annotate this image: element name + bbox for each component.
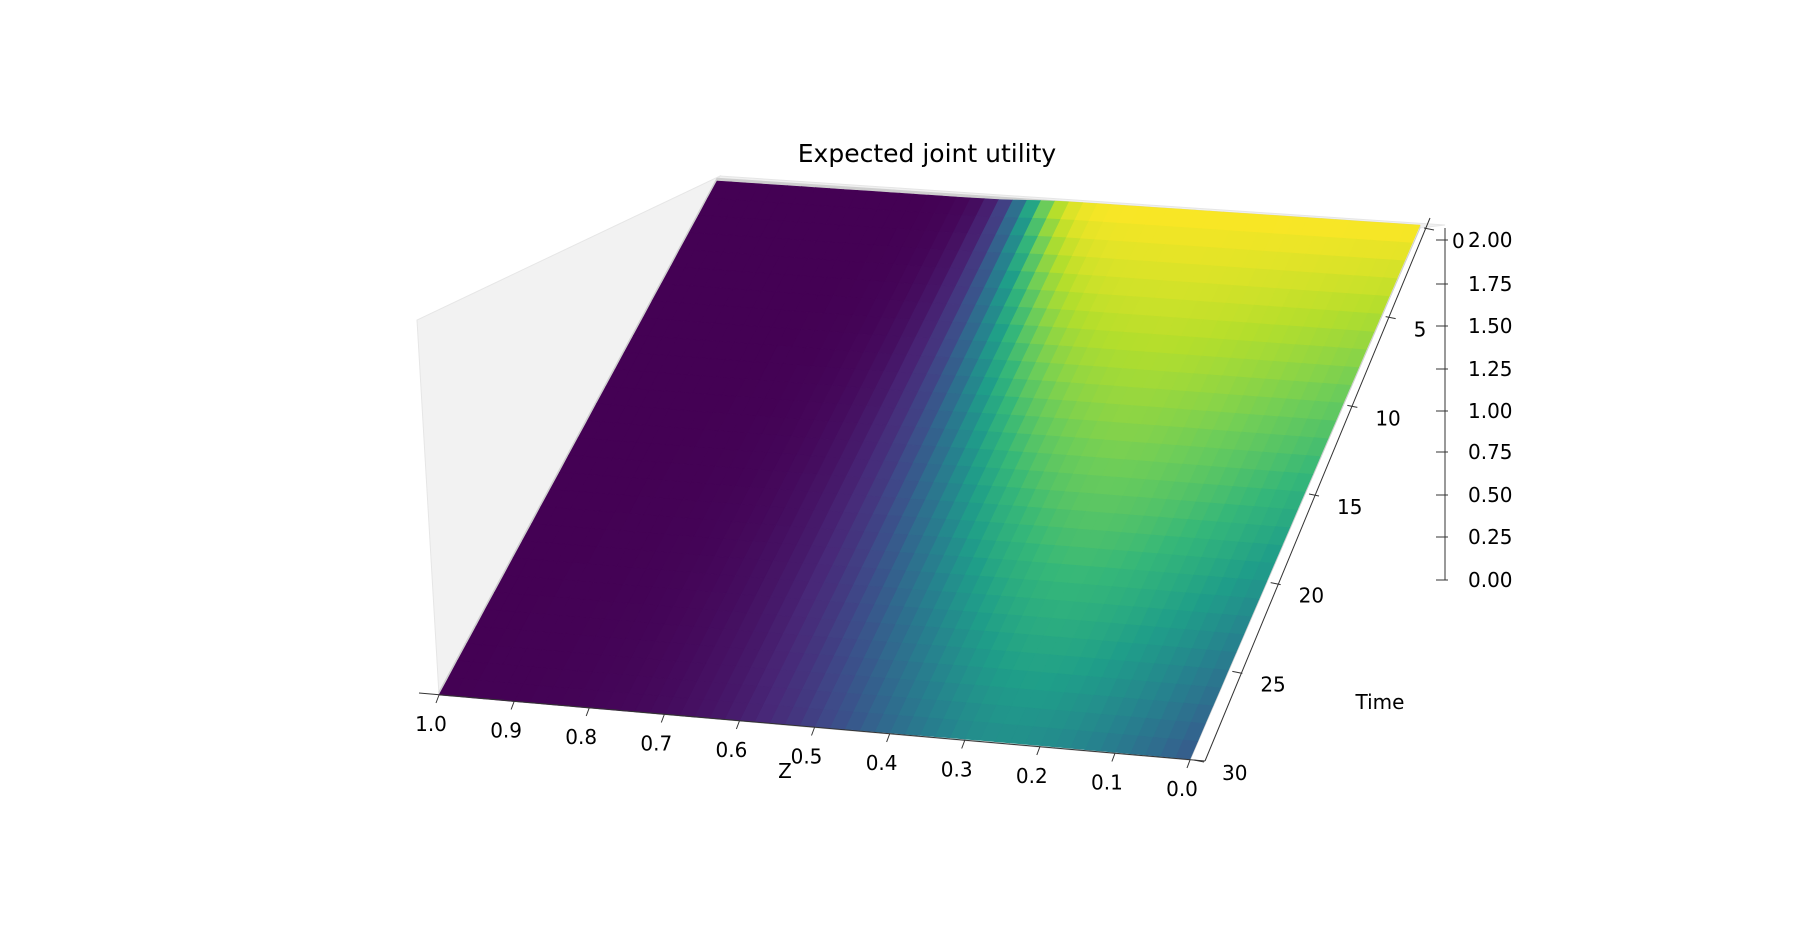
x-tick-mark xyxy=(961,740,966,749)
z-tick-label: 0.50 xyxy=(1468,483,1513,507)
y-tick-label: 25 xyxy=(1260,672,1285,696)
x-tick-mark xyxy=(735,720,740,730)
x-tick-label: 0.3 xyxy=(941,758,973,782)
x-tick-mark xyxy=(811,727,815,736)
z-axis-line xyxy=(418,692,1206,762)
z-tick-label: 0.25 xyxy=(1468,525,1513,549)
y-tick-mark xyxy=(1193,759,1205,763)
y-tick-mark xyxy=(1347,404,1358,408)
z-tick-label: 0.00 xyxy=(1468,568,1513,592)
x-tick-mark xyxy=(585,707,590,717)
x-tick-label: 0.5 xyxy=(791,745,823,769)
x-axis-label: Z xyxy=(778,759,792,783)
time-axis-line xyxy=(1204,217,1431,762)
x-tick-label: 0.2 xyxy=(1016,764,1048,788)
x-tick-label: 0.9 xyxy=(490,719,522,743)
x-tick-mark xyxy=(1186,759,1191,769)
y-tick-mark xyxy=(1423,227,1435,231)
y-axis-label: Time xyxy=(1355,690,1405,714)
x-tick-label: 0.7 xyxy=(640,732,672,756)
z-tick-label: 0.75 xyxy=(1468,440,1513,464)
x-tick-mark xyxy=(510,701,515,710)
y-tick-label: 15 xyxy=(1337,495,1362,519)
x-tick-label: 0.1 xyxy=(1091,771,1123,795)
x-tick-label: 0.0 xyxy=(1166,777,1198,801)
y-tick-mark xyxy=(1385,316,1396,320)
x-tick-mark xyxy=(1036,746,1041,756)
x-tick-label: 1.0 xyxy=(415,712,447,736)
y-tick-label: 0 xyxy=(1452,229,1465,253)
z-tick-label: 1.25 xyxy=(1468,357,1513,381)
y-tick-label: 30 xyxy=(1222,761,1247,785)
grid-line-utility-left xyxy=(438,177,718,693)
y-tick-mark xyxy=(1270,582,1281,586)
y-tick-mark xyxy=(1308,493,1320,497)
y-tick-mark xyxy=(1232,670,1243,674)
x-tick-mark xyxy=(660,714,665,723)
z-tick-label: 2.00 xyxy=(1468,228,1513,252)
y-tick-label: 10 xyxy=(1375,406,1400,430)
axis-lines xyxy=(418,217,1446,762)
z-tick-label: 1.00 xyxy=(1468,399,1513,423)
x-tick-mark xyxy=(1111,753,1116,762)
x-tick-label: 0.8 xyxy=(565,725,597,749)
x-tick-mark xyxy=(886,733,891,743)
tick-labels: 1.0 0.9 0.8 0.7 0.6 0.5 0.4 0.3 0.2 0.1 0.00510152… xyxy=(415,227,1513,801)
y-tick-label: 5 xyxy=(1414,318,1427,342)
x-tick-mark xyxy=(435,694,440,704)
x-tick-label: 0.4 xyxy=(866,751,898,775)
y-tick-label: 20 xyxy=(1299,584,1324,608)
z-tick-label: 1.50 xyxy=(1468,314,1513,338)
x-tick-label: 0.6 xyxy=(715,738,747,762)
chart-title: Expected joint utility xyxy=(798,139,1057,168)
surface-plot xyxy=(438,180,1421,760)
z-tick-label: 1.75 xyxy=(1468,272,1513,296)
